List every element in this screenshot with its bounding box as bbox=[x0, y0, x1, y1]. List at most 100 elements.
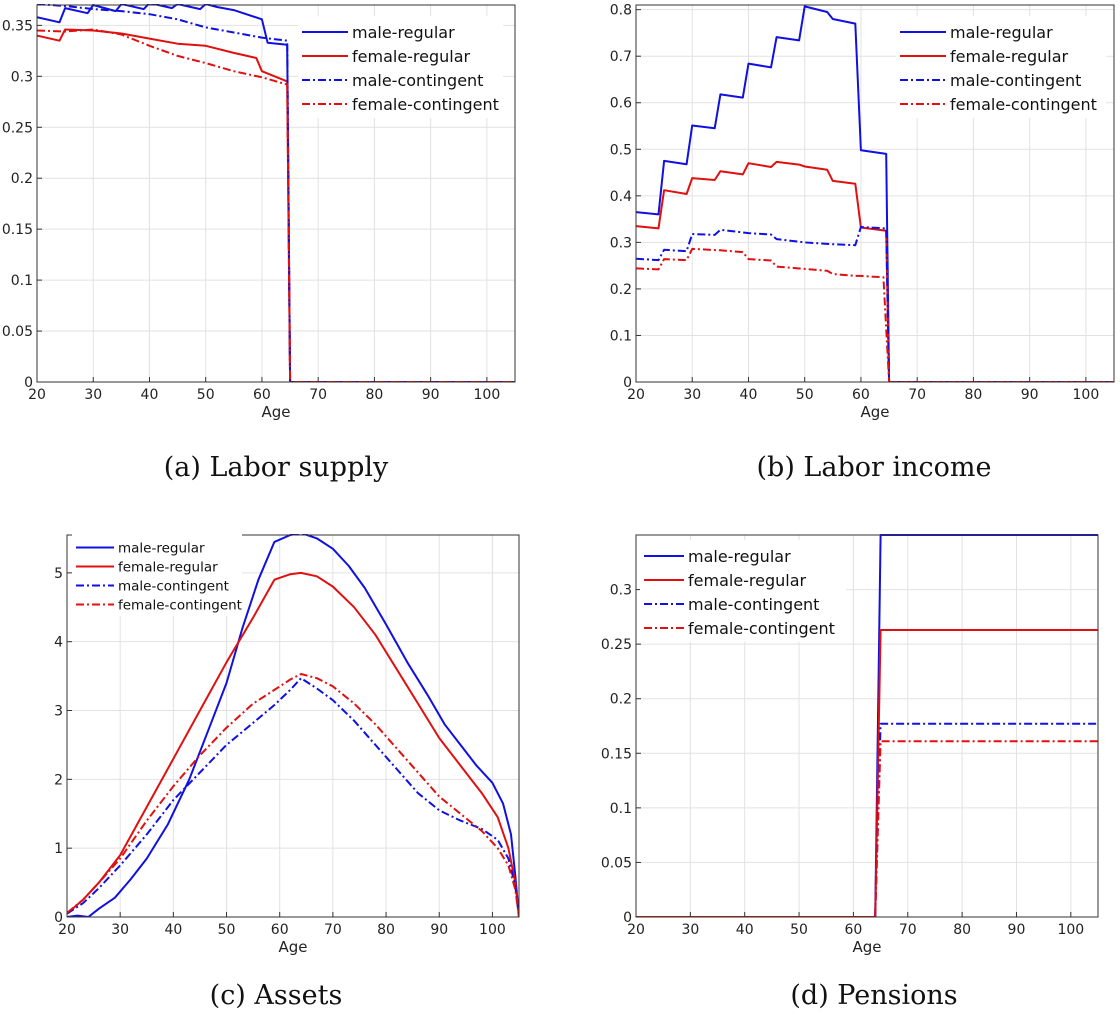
assets-xtick-label: 100 bbox=[479, 922, 506, 938]
labor-supply-series-group bbox=[37, 4, 515, 382]
legend-label-female-contingent: female-contingent bbox=[950, 95, 1097, 114]
pensions-legend: male-regular female-regular male-contingen… bbox=[640, 540, 846, 642]
chart-assets: 20 30 40 50 60 70 80 90 100 0 1 2 3 4 5 Age male-regular… bbox=[54, 534, 520, 956]
chart-pensions: 20 30 40 50 60 70 80 90 100 0 0.05 0.1 0.15 0.2 0.25 0.… bbox=[601, 534, 1099, 956]
legend-label-female-contingent: female-contingent bbox=[352, 95, 499, 114]
labor-income-legend: male-regular female-regular male-contingen… bbox=[896, 16, 1106, 118]
series-line-female-regular bbox=[636, 160, 1114, 382]
series-line-female-regular bbox=[636, 629, 1098, 917]
pensions-xtick-label: 60 bbox=[844, 922, 862, 938]
pensions-ytick-label: 0 bbox=[623, 910, 632, 926]
labor-income-grid bbox=[635, 5, 1114, 383]
series-line-male-regular bbox=[636, 5, 1114, 382]
labor-income-xtick-label: 60 bbox=[852, 387, 870, 403]
series-line-male-contingent bbox=[636, 226, 1114, 382]
labor-income-ytick-label: 0.1 bbox=[610, 328, 632, 344]
labor-income-ytick-label: 0.2 bbox=[610, 282, 632, 298]
pensions-ytick-label: 0.15 bbox=[601, 746, 632, 762]
labor-income-xtick-label: 40 bbox=[740, 387, 758, 403]
labor-income-xtick-label: 90 bbox=[1021, 387, 1039, 403]
series-line-female-regular bbox=[67, 571, 519, 917]
labor-supply-legend: male-regular female-regular male-contingen… bbox=[298, 16, 503, 118]
legend-label-female-contingent: female-contingent bbox=[118, 597, 242, 613]
labor-supply-xtick-label: 100 bbox=[474, 387, 501, 403]
legend-label-female-regular: female-regular bbox=[118, 559, 218, 575]
pensions-xtick-label: 90 bbox=[1008, 922, 1026, 938]
pensions-xtick-label: 80 bbox=[953, 922, 971, 938]
assets-xtick-label: 40 bbox=[164, 922, 182, 938]
series-line-male-contingent bbox=[37, 4, 515, 382]
assets-ytick-label: 1 bbox=[54, 841, 63, 857]
legend-label-male-regular: male-regular bbox=[688, 547, 791, 566]
series-line-male-contingent bbox=[636, 722, 1098, 917]
assets-ytick-label: 3 bbox=[54, 704, 63, 720]
series-line-male-regular bbox=[67, 534, 519, 917]
series-line-female-contingent bbox=[67, 673, 519, 917]
labor-income-ytick-label: 0.3 bbox=[610, 235, 632, 251]
labor-supply-xtick-label: 20 bbox=[28, 387, 46, 403]
legend-label-female-regular: female-regular bbox=[688, 571, 807, 590]
assets-xtick-label: 70 bbox=[324, 922, 342, 938]
caption-a: (a) Labor supply bbox=[163, 452, 389, 483]
legend-label-male-regular: male-regular bbox=[950, 23, 1053, 42]
labor-income-axes-box bbox=[635, 4, 1115, 383]
legend-label-male-contingent: male-contingent bbox=[118, 578, 229, 594]
labor-income-xtick-label: 80 bbox=[964, 387, 982, 403]
labor-supply-xtick-label: 50 bbox=[197, 387, 215, 403]
pensions-axes-box bbox=[635, 534, 1099, 918]
pensions-xtick-label: 100 bbox=[1057, 922, 1084, 938]
chart-labor-income: 20 30 40 50 60 70 80 90 100 0 0.1 0.2 0.3 0.4 0.5 0.6 0.… bbox=[610, 3, 1115, 421]
labor-supply-axes-box bbox=[36, 4, 516, 383]
labor-income-xtick-label: 50 bbox=[796, 387, 814, 403]
legend-label-male-regular: male-regular bbox=[118, 540, 205, 556]
legend-label-male-contingent: male-contingent bbox=[688, 595, 819, 614]
pensions-ytick-label: 0.3 bbox=[610, 583, 632, 599]
legend-label-female-regular: female-regular bbox=[950, 47, 1069, 66]
pensions-ytick-label: 0.1 bbox=[610, 801, 632, 817]
labor-supply-xtick-label: 60 bbox=[253, 387, 271, 403]
assets-xtick-label: 90 bbox=[430, 922, 448, 938]
series-line-female-contingent bbox=[636, 740, 1098, 917]
labor-supply-ytick-label: 0.05 bbox=[2, 324, 33, 340]
pensions-xtick-label: 70 bbox=[899, 922, 917, 938]
assets-series-group bbox=[67, 534, 519, 917]
pensions-xtick-label: 20 bbox=[627, 922, 645, 938]
labor-supply-xtick-label: 30 bbox=[84, 387, 102, 403]
assets-ytick-label: 5 bbox=[54, 566, 63, 582]
caption-d: (d) Pensions bbox=[790, 980, 958, 1011]
labor-income-xtick-label: 30 bbox=[683, 387, 701, 403]
series-line-female-regular bbox=[37, 28, 515, 382]
labor-supply-xtick-label: 40 bbox=[141, 387, 159, 403]
labor-supply-ytick-label: 0.3 bbox=[11, 69, 33, 85]
labor-supply-ytick-label: 0.2 bbox=[11, 171, 33, 187]
assets-xtick-label: 20 bbox=[58, 922, 76, 938]
pensions-ytick-label: 0.2 bbox=[610, 692, 632, 708]
labor-income-ytick-label: 0.4 bbox=[610, 189, 632, 205]
labor-income-ytick-label: 0.5 bbox=[610, 142, 632, 158]
labor-income-xtick-label: 70 bbox=[908, 387, 926, 403]
pensions-ytick-label: 0.05 bbox=[601, 855, 632, 871]
pensions-ytick-label: 0.25 bbox=[601, 637, 632, 653]
assets-ytick-label: 0 bbox=[54, 910, 63, 926]
assets-ytick-label: 2 bbox=[54, 772, 63, 788]
series-line-male-regular bbox=[37, 4, 515, 382]
assets-xtick-label: 50 bbox=[218, 922, 236, 938]
series-line-female-contingent bbox=[636, 247, 1114, 382]
legend-label-female-regular: female-regular bbox=[352, 47, 471, 66]
labor-supply-xlabel: Age bbox=[261, 403, 290, 421]
assets-axes-box bbox=[66, 534, 520, 918]
labor-supply-ytick-label: 0.15 bbox=[2, 222, 33, 238]
caption-b: (b) Labor income bbox=[756, 452, 992, 483]
series-line-male-contingent bbox=[67, 677, 519, 917]
labor-income-ytick-label: 0 bbox=[623, 375, 632, 391]
assets-xtick-label: 30 bbox=[111, 922, 129, 938]
labor-supply-xtick-label: 90 bbox=[422, 387, 440, 403]
labor-supply-ytick-label: 0.35 bbox=[2, 18, 33, 34]
caption-c: (c) Assets bbox=[209, 980, 343, 1011]
labor-income-xtick-label: 100 bbox=[1073, 387, 1100, 403]
legend-label-male-contingent: male-contingent bbox=[950, 71, 1081, 90]
labor-supply-ytick-label: 0 bbox=[24, 375, 33, 391]
labor-income-xtick-label: 20 bbox=[627, 387, 645, 403]
labor-income-series-group bbox=[636, 5, 1114, 382]
